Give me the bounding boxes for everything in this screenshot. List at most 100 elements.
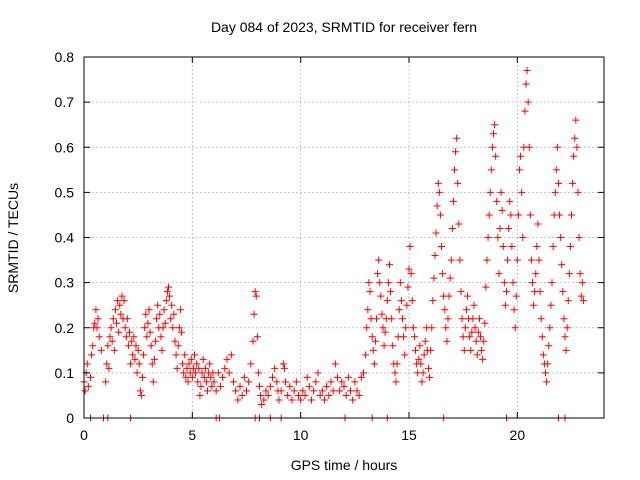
data-point <box>159 324 167 332</box>
x-axis-title: GPS time / hours <box>291 457 398 473</box>
data-point <box>240 373 248 381</box>
data-point <box>156 310 164 318</box>
data-point <box>166 292 174 300</box>
data-point <box>275 396 283 404</box>
axis-ticks: 0 0.1 0.2 0.3 0.4 0.5 0.6 0.7 0.8 0 5 10 15 20 <box>55 49 604 443</box>
data-point <box>91 319 99 327</box>
data-point <box>183 364 191 372</box>
data-point <box>107 324 115 332</box>
data-point <box>510 306 518 314</box>
data-point <box>529 279 536 287</box>
data-point <box>87 373 94 381</box>
data-point <box>260 396 268 404</box>
x-tick-label: 20 <box>510 427 526 443</box>
data-point <box>128 337 136 345</box>
data-point <box>331 360 339 368</box>
data-point <box>116 301 124 309</box>
data-point <box>258 400 266 408</box>
data-point <box>370 360 378 368</box>
data-point <box>532 270 540 278</box>
data-point <box>459 333 467 341</box>
data-point <box>312 378 320 386</box>
data-point <box>376 279 384 287</box>
data-point <box>570 152 578 160</box>
data-point <box>143 333 151 341</box>
x-tick-label: 0 <box>80 427 88 443</box>
data-point <box>569 179 577 187</box>
data-point <box>475 315 483 323</box>
data-point <box>286 382 294 390</box>
data-point <box>321 396 328 404</box>
data-point <box>243 387 250 395</box>
data-point <box>430 274 438 282</box>
data-point <box>168 301 176 309</box>
data-point <box>110 346 118 354</box>
data-point <box>217 382 224 390</box>
data-point <box>521 107 529 115</box>
data-point <box>431 252 439 260</box>
data-point <box>297 396 305 404</box>
data-point <box>392 378 400 386</box>
data-point <box>379 324 387 332</box>
x-tick-label: 15 <box>401 427 417 443</box>
data-point <box>371 337 379 345</box>
data-point <box>452 148 460 156</box>
data-point <box>106 333 114 341</box>
data-point <box>504 256 512 264</box>
data-point <box>163 288 171 296</box>
data-point <box>418 378 426 386</box>
data-point <box>308 396 315 404</box>
data-point <box>433 202 441 210</box>
data-point <box>195 364 203 372</box>
data-point <box>279 360 287 368</box>
data-point <box>227 351 235 359</box>
data-point <box>556 211 564 219</box>
data-point <box>498 206 506 214</box>
y-tick-label: 0.3 <box>55 275 75 291</box>
data-point <box>404 283 412 291</box>
data-point <box>344 373 352 381</box>
data-point <box>127 360 135 368</box>
data-point <box>89 342 97 350</box>
data-point <box>477 333 484 341</box>
data-point <box>251 288 259 296</box>
data-point <box>574 188 582 196</box>
data-point <box>494 234 502 241</box>
data-point <box>257 391 265 399</box>
data-point <box>252 292 260 300</box>
data-point <box>273 378 281 386</box>
data-point <box>512 292 520 300</box>
data-point <box>445 292 453 300</box>
data-point <box>153 315 161 323</box>
data-point <box>284 391 292 399</box>
data-point <box>575 234 583 241</box>
data-point <box>523 67 531 75</box>
data-point <box>157 333 165 341</box>
data-point <box>499 243 507 251</box>
data-point <box>514 211 522 219</box>
data-point <box>208 382 216 390</box>
data-point <box>464 292 471 300</box>
data-point <box>192 369 200 377</box>
data-point <box>534 220 542 228</box>
data-point <box>389 342 397 350</box>
data-point <box>557 234 565 241</box>
data-point <box>401 351 409 359</box>
data-point <box>182 373 190 381</box>
data-point <box>219 373 227 381</box>
data-point <box>249 337 257 345</box>
data-point <box>539 351 547 359</box>
data-point <box>549 243 557 251</box>
data-point <box>505 224 513 232</box>
data-point <box>447 256 455 264</box>
data-point <box>383 297 391 305</box>
data-point <box>131 355 139 363</box>
data-point <box>126 328 133 336</box>
data-point <box>150 355 158 363</box>
data-point <box>543 378 551 386</box>
data-point <box>524 98 532 106</box>
data-point <box>327 378 335 386</box>
data-point <box>206 360 214 368</box>
data-point <box>84 382 92 390</box>
data-point <box>299 387 307 395</box>
